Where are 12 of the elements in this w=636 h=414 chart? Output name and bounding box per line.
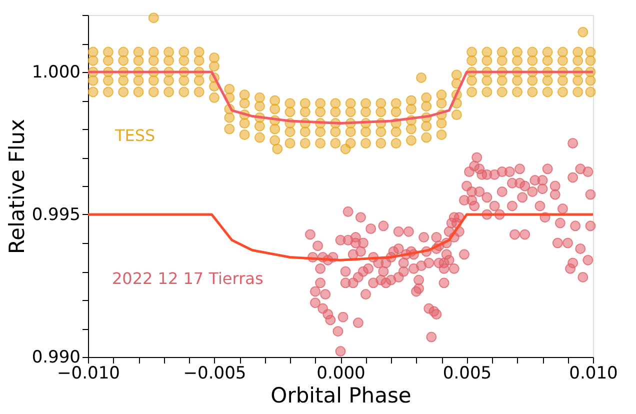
y-axis-title: Relative Flux: [4, 118, 29, 254]
series-label: TESS: [114, 126, 156, 145]
x-tick-label: 0.010: [569, 364, 618, 384]
y-tick-label: 0.995: [32, 205, 80, 225]
x-tick-label: 0.005: [442, 364, 492, 384]
x-tick-label: 0.000: [316, 364, 366, 384]
x-tick-label: −0.010: [57, 364, 120, 384]
text: 2022 12 17 Tierras: [112, 269, 264, 288]
line-series: [86, 213, 594, 262]
y-tick-label: 1.000: [32, 62, 80, 82]
x-tick-label: −0.005: [183, 364, 246, 384]
x-axis-title: Orbital Phase: [270, 384, 412, 408]
